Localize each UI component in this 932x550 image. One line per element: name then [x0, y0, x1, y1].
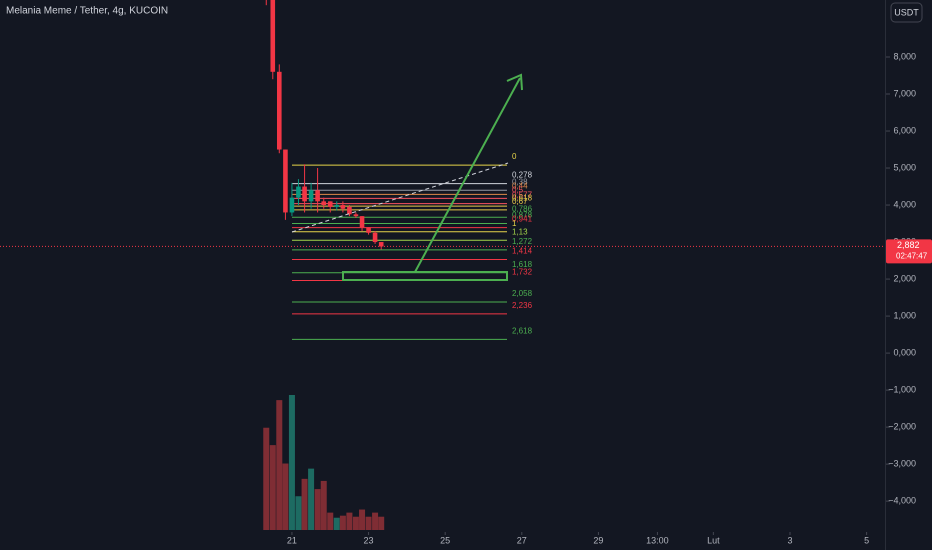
fib-label: 0,278	[512, 171, 533, 180]
candle-body	[283, 149, 288, 213]
candle-body	[353, 214, 359, 217]
volume-bar	[295, 496, 302, 530]
y-tick-label: −1,000	[888, 384, 916, 394]
volume-bar	[276, 400, 283, 530]
fib-label: 1,618	[512, 260, 533, 269]
countdown-label: 02:47:47	[896, 252, 928, 261]
fib-label: 1,414	[512, 247, 533, 256]
drawings	[291, 73, 523, 281]
fib-label: 0,577	[512, 191, 533, 200]
y-tick-label: 8,000	[893, 51, 916, 61]
volume-bar	[365, 516, 372, 530]
fib-label: 0,67	[512, 197, 528, 206]
y-tick-label: 6,000	[893, 125, 916, 135]
candle-body	[347, 206, 352, 215]
fib-label: 0,5	[512, 185, 524, 194]
fib-label: 0,786	[512, 204, 533, 213]
y-tick-label: 5,000	[893, 162, 916, 172]
fib-label: 0,38	[512, 177, 528, 186]
x-tick-label: 5	[864, 535, 869, 545]
candle-body	[321, 201, 327, 206]
volume-bar	[288, 395, 295, 530]
x-tick-label: 27	[517, 535, 527, 545]
x-tick-label: 3	[787, 535, 792, 545]
y-tick-label: 0,000	[893, 347, 916, 357]
fib-label: 0,618	[512, 193, 533, 202]
candle-body	[366, 227, 371, 233]
candle-body	[302, 186, 307, 202]
y-tick-label: 1,000	[893, 310, 916, 320]
fib-label: 0	[512, 152, 517, 161]
y-tick-label: 7,000	[893, 88, 916, 98]
candle-body	[334, 205, 340, 207]
volume-bar	[327, 512, 334, 530]
volume-bar	[301, 478, 308, 530]
candle-body	[340, 205, 346, 209]
x-tick-label: 23	[364, 535, 374, 545]
y-tick-label: −3,000	[888, 459, 916, 469]
candle-body	[327, 201, 333, 207]
y-tick-label: −4,000	[888, 496, 916, 506]
x-tick-label: Lut	[707, 535, 720, 545]
target-zone	[342, 271, 508, 281]
volume-bar	[372, 512, 379, 530]
fib-label: 0,878	[512, 211, 533, 220]
x-tick-label: 25	[440, 535, 450, 545]
candle-body	[289, 197, 295, 213]
candle-body	[359, 216, 365, 228]
volume-bar	[314, 489, 321, 530]
candle-body	[308, 190, 314, 202]
x-tick-label: 21	[287, 535, 297, 545]
fib-label: 2,058	[512, 289, 533, 298]
chart-title: Melania Meme / Tether, 4g, KUCOIN	[6, 6, 168, 17]
volume-bar	[359, 509, 366, 530]
volume-bar	[282, 463, 289, 530]
x-tick-label: 29	[593, 535, 603, 545]
fib-label: 2,618	[512, 327, 533, 336]
last-price-tag	[886, 239, 932, 264]
arrow-line	[414, 77, 521, 273]
y-tick-label: −2,000	[888, 421, 916, 431]
candle-body	[276, 71, 282, 150]
currency-label[interactable]: USDT	[894, 7, 919, 17]
volume-bar	[333, 517, 340, 530]
volume-bar	[308, 468, 315, 530]
candle-body	[296, 186, 301, 198]
candle-body	[270, 0, 276, 72]
volume-bar	[378, 516, 385, 530]
candle-body	[315, 190, 320, 202]
y-tick-label: 2,000	[893, 273, 916, 283]
fib-label: 2,236	[512, 301, 533, 310]
volume-bar	[346, 512, 353, 530]
volume-bar	[339, 515, 346, 530]
volume-bar	[352, 516, 359, 530]
y-tick-label: 4,000	[893, 199, 916, 209]
fib-label: 1	[512, 219, 517, 228]
last-price-label: 2,882	[897, 240, 920, 250]
fib-label: 1,732	[512, 268, 533, 277]
candle-body	[372, 232, 378, 243]
fib-label: 1,13	[512, 227, 528, 236]
trend-line	[291, 162, 509, 233]
currency-button[interactable]	[890, 2, 923, 23]
volume-bar	[320, 480, 327, 530]
arrow-head	[506, 73, 523, 91]
fib-label: 0,941	[512, 215, 533, 224]
candle-body	[378, 242, 384, 247]
x-tick-label: 13:00	[646, 535, 669, 545]
volume-bar	[263, 427, 270, 530]
fib-label: 0,44	[512, 181, 528, 190]
fib-label: 1,272	[512, 237, 533, 246]
volume-bar	[269, 445, 276, 530]
